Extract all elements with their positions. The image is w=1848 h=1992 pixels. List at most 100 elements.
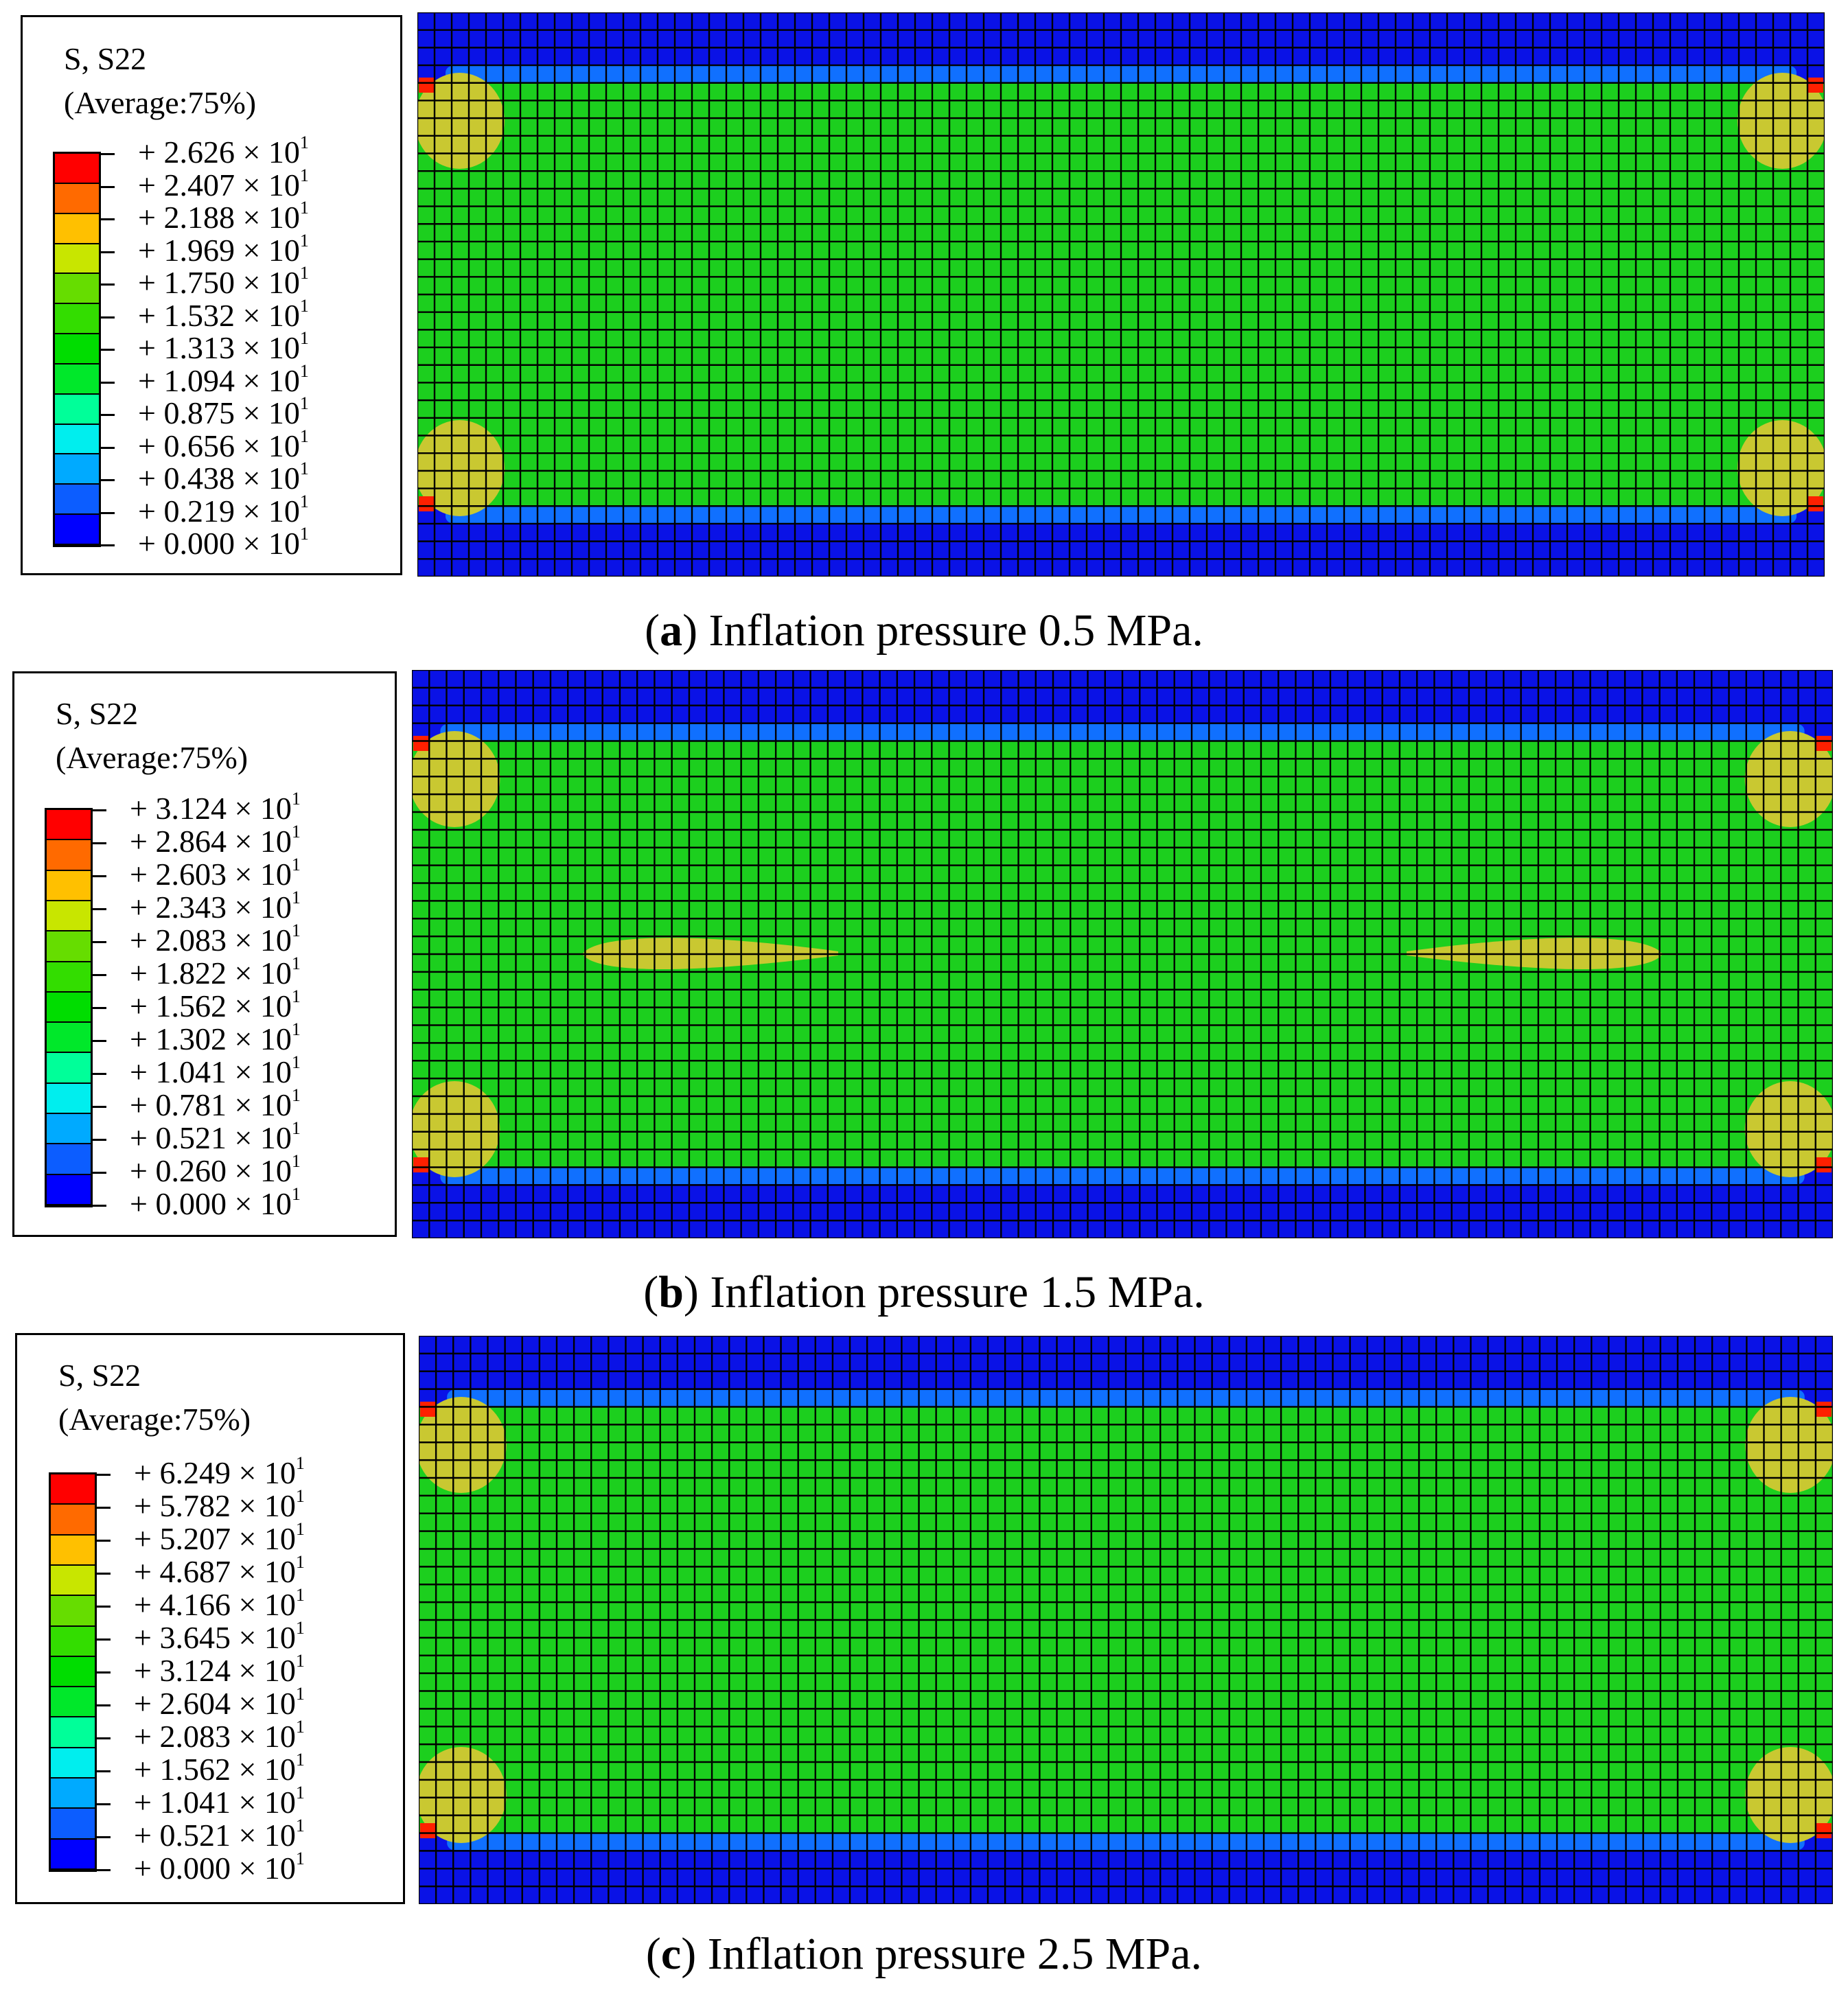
legend-tick bbox=[91, 908, 106, 910]
peak-stress-marker bbox=[1816, 736, 1832, 751]
legend-swatch bbox=[55, 424, 99, 455]
legend-label: + 1.750 × 101 bbox=[138, 263, 309, 300]
legend-swatch bbox=[47, 870, 91, 901]
peak-stress-marker bbox=[419, 78, 434, 93]
legend-label: + 5.782 × 101 bbox=[134, 1486, 305, 1523]
legend-label: + 0.260 × 101 bbox=[130, 1151, 301, 1188]
caption-b: (b) Inflation pressure 1.5 MPa. bbox=[643, 1267, 1205, 1317]
legend-label: + 0.656 × 101 bbox=[138, 426, 309, 463]
hotspot-bottom-right bbox=[1744, 1081, 1833, 1177]
legend-swatch bbox=[51, 1809, 95, 1840]
legend-swatch bbox=[55, 183, 99, 214]
legend-swatch bbox=[47, 1083, 91, 1115]
legend-label: + 1.562 × 101 bbox=[134, 1750, 305, 1787]
legend-tick bbox=[95, 1671, 111, 1673]
legend-label: + 0.521 × 101 bbox=[130, 1118, 301, 1155]
legend-tick bbox=[100, 251, 115, 253]
legend-swatch bbox=[51, 1839, 95, 1870]
legend-swatch bbox=[47, 810, 91, 841]
legend-tick bbox=[100, 218, 115, 220]
legend-label: + 2.083 × 101 bbox=[130, 920, 301, 958]
legend-swatch bbox=[47, 1114, 91, 1145]
legend-swatch bbox=[55, 485, 99, 516]
legend-label: + 1.562 × 101 bbox=[130, 986, 301, 1023]
legend-subtitle: (Average:75%) bbox=[64, 85, 257, 120]
legend-label: + 4.687 × 101 bbox=[134, 1552, 305, 1589]
hotspot-top-right bbox=[1745, 1397, 1833, 1493]
legend-title: S, S22 bbox=[64, 41, 147, 76]
legend-label: + 1.041 × 101 bbox=[134, 1783, 305, 1820]
legend-swatch bbox=[55, 364, 99, 395]
legend-tick bbox=[100, 446, 115, 449]
legend-title: S, S22 bbox=[56, 696, 139, 731]
peak-stress-marker bbox=[420, 1823, 435, 1838]
legend-swatch bbox=[47, 1023, 91, 1054]
legend-tick bbox=[95, 1704, 111, 1706]
peak-stress-marker bbox=[420, 1402, 435, 1417]
legend-label: + 1.094 × 101 bbox=[138, 360, 309, 398]
legend-swatch bbox=[55, 304, 99, 335]
legend-swatch bbox=[55, 394, 99, 425]
legend-tick bbox=[100, 185, 115, 188]
peak-stress-marker bbox=[1816, 1823, 1832, 1838]
legend-a: S, S22 (Average:75%) + 2.626 × 101 + 2.40… bbox=[21, 15, 402, 575]
legend-label: + 0.781 × 101 bbox=[130, 1085, 301, 1122]
legend-swatch bbox=[55, 334, 99, 364]
legend-swatch bbox=[51, 1687, 95, 1718]
legend-swatch bbox=[55, 154, 99, 184]
legend-tick bbox=[95, 1836, 111, 1838]
legend-title: S, S22 bbox=[58, 1358, 141, 1393]
legend-swatch bbox=[51, 1505, 95, 1536]
legend-label: + 3.645 × 101 bbox=[134, 1618, 305, 1655]
peak-stress-marker bbox=[413, 1157, 428, 1172]
legend-tick bbox=[95, 1803, 111, 1805]
peak-stress-marker bbox=[1816, 1157, 1832, 1172]
legend-tick bbox=[100, 511, 115, 514]
legend-color-bar bbox=[45, 808, 93, 1207]
hotspot-top-left bbox=[412, 731, 500, 827]
legend-tick bbox=[95, 1540, 111, 1542]
legend-swatch bbox=[47, 962, 91, 993]
hotspot-bottom-right bbox=[1737, 420, 1825, 516]
peak-stress-marker bbox=[1808, 496, 1823, 511]
legend-label: + 3.124 × 101 bbox=[130, 789, 301, 826]
legend-color-bar bbox=[53, 152, 101, 547]
legend-tick bbox=[91, 842, 106, 844]
hotspot-top-left bbox=[419, 1397, 507, 1493]
legend-tick bbox=[91, 1106, 106, 1108]
legend-tick bbox=[91, 1205, 106, 1207]
peak-stress-marker bbox=[1816, 1402, 1832, 1417]
legend-tick bbox=[95, 1638, 111, 1641]
legend-tick bbox=[100, 316, 115, 319]
legend-tick bbox=[95, 1869, 111, 1871]
legend-swatch bbox=[47, 840, 91, 871]
legend-b: S, S22 (Average:75%) + 3.124 × 101 + 2.86… bbox=[12, 671, 397, 1237]
legend-tick bbox=[91, 1172, 106, 1174]
legend-swatch bbox=[47, 931, 91, 962]
caption-c: (c) Inflation pressure 2.5 MPa. bbox=[645, 1929, 1203, 1979]
legend-swatch bbox=[51, 1779, 95, 1809]
legend-subtitle: (Average:75%) bbox=[58, 1402, 251, 1437]
legend-label: + 0.219 × 101 bbox=[138, 491, 309, 529]
mesh-grid bbox=[412, 670, 1833, 1238]
legend-tick bbox=[95, 1474, 111, 1476]
legend-label: + 0.438 × 101 bbox=[138, 459, 309, 496]
legend-label: + 1.822 × 101 bbox=[130, 953, 301, 991]
legend-label: + 0.875 × 101 bbox=[138, 393, 309, 430]
legend-swatch bbox=[51, 1565, 95, 1597]
legend-swatch bbox=[51, 1656, 95, 1688]
legend-label: + 2.083 × 101 bbox=[134, 1717, 305, 1754]
legend-label: + 2.188 × 101 bbox=[138, 198, 309, 235]
legend-tick bbox=[91, 1040, 106, 1042]
legend-tick bbox=[95, 1737, 111, 1739]
legend-tick bbox=[100, 283, 115, 286]
stress-contour-mesh-a bbox=[417, 12, 1825, 577]
legend-swatch bbox=[51, 1717, 95, 1748]
peak-stress-marker bbox=[419, 496, 434, 511]
legend-label: + 3.124 × 101 bbox=[134, 1651, 305, 1688]
legend-swatch bbox=[47, 1144, 91, 1175]
legend-tick bbox=[100, 479, 115, 481]
legend-subtitle: (Average:75%) bbox=[56, 740, 249, 775]
legend-tick bbox=[91, 875, 106, 877]
legend-swatch bbox=[51, 1626, 95, 1657]
